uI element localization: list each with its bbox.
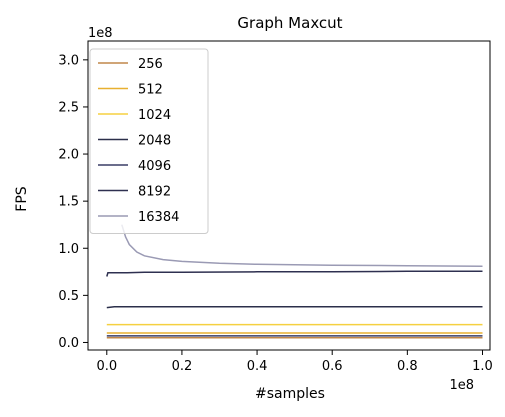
series-line-8192 xyxy=(106,270,483,277)
axis-ticks: 0.0 0.2 0.4 0.6 0.8 1.0 0.0 0.5 1.0 1.5 2.0 2.5 3.0 xyxy=(58,53,493,374)
legend-label-16384: 16384 xyxy=(138,210,179,225)
y-tick-label: 0.0 xyxy=(58,336,79,351)
x-tick-label: 0.8 xyxy=(397,359,418,374)
x-offset-label: 1e8 xyxy=(449,378,474,393)
y-axis-label: FPS xyxy=(14,186,30,211)
y-tick-label: 1.5 xyxy=(58,195,79,210)
axes-frame xyxy=(87,40,491,351)
x-tick-label: 0.2 xyxy=(172,359,193,374)
y-offset-label: 1e8 xyxy=(88,26,113,41)
plot-area xyxy=(87,40,491,351)
y-tick-label: 2.5 xyxy=(58,100,79,115)
x-tick-label: 0.6 xyxy=(322,359,343,374)
x-tick-label: 0.0 xyxy=(96,359,117,374)
y-tick-label: 1.0 xyxy=(58,242,79,257)
legend-label-4096: 4096 xyxy=(138,159,171,174)
series-line-16384 xyxy=(121,224,483,267)
x-tick-label: 0.4 xyxy=(247,359,268,374)
chart-title: Graph Maxcut xyxy=(237,14,342,32)
x-axis-label: #samples xyxy=(255,386,325,402)
x-tick-label: 1.0 xyxy=(472,359,493,374)
legend-label-512: 512 xyxy=(138,83,163,98)
legend-label-1024: 1024 xyxy=(138,108,171,123)
legend-label-256: 256 xyxy=(138,57,163,72)
legend: 256 512 1024 2048 4096 8192 16384 xyxy=(89,48,209,234)
series-line-2048 xyxy=(106,305,483,309)
y-tick-label: 3.0 xyxy=(58,53,79,68)
legend-label-2048: 2048 xyxy=(138,134,171,149)
y-tick-label: 0.5 xyxy=(58,289,79,304)
legend-label-8192: 8192 xyxy=(138,185,171,200)
legend-box xyxy=(89,48,209,234)
y-tick-label: 2.0 xyxy=(58,148,79,163)
